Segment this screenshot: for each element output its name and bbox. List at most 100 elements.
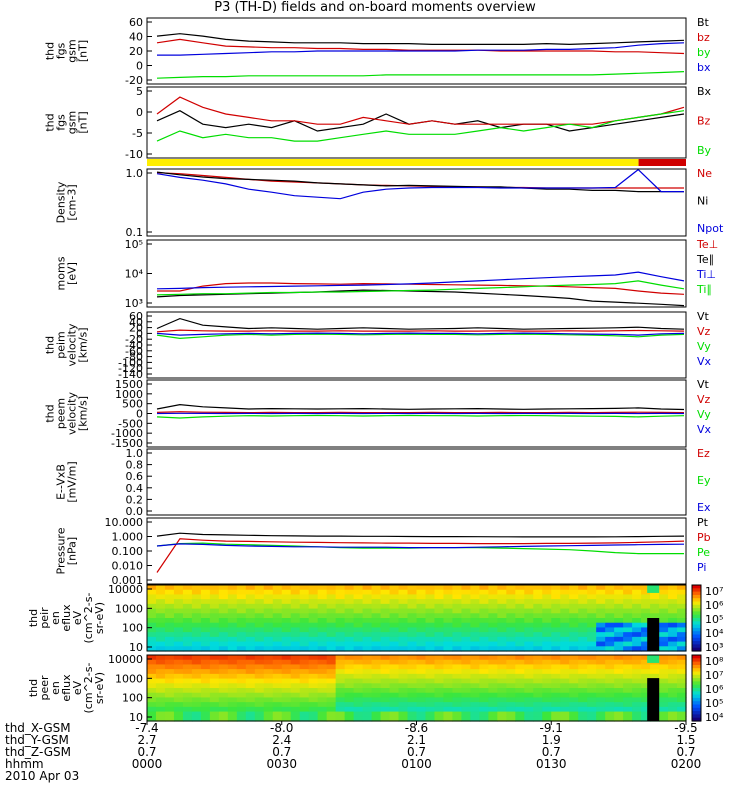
spectrogram-cell: [668, 622, 678, 629]
spectrogram-cell: [299, 673, 310, 680]
spectrogram-cell: [209, 669, 220, 675]
spectrogram-cell: [326, 608, 337, 614]
spectrogram-cell: [362, 673, 373, 680]
spectrogram-cell: [173, 632, 184, 638]
spectrogram-cell: [173, 618, 184, 624]
spectrogram-cell: [470, 659, 480, 666]
spectrogram-cell: [425, 594, 436, 600]
spectrogram-cell: [407, 669, 418, 675]
spectrogram-cell: [281, 641, 292, 647]
spectrogram-cell: [389, 613, 400, 619]
spectrogram-cell: [209, 585, 220, 591]
spectrogram-cell: [326, 641, 337, 647]
spectrogram-cell: [497, 659, 507, 666]
spectrogram-cell: [677, 599, 687, 605]
colorbar-segment: [692, 701, 701, 706]
spectrogram-cell: [326, 659, 337, 666]
spectrogram-cell: [569, 716, 579, 722]
spectrogram-cell: [560, 632, 570, 638]
spectrogram-cell: [677, 673, 687, 680]
spectrogram-cell: [470, 613, 480, 619]
spectrogram-cell: [299, 646, 310, 652]
spectrogram-cell: [389, 622, 400, 629]
spectrogram-cell: [380, 702, 391, 708]
spectrogram-cell: [452, 655, 463, 661]
spectrogram-cell: [173, 622, 184, 629]
spectrogram-cell: [209, 692, 220, 699]
spectrogram-cell: [147, 641, 157, 647]
spectrogram-cell: [578, 683, 588, 689]
spectrogram-cell: [533, 702, 543, 708]
spectrogram-cell: [551, 664, 561, 670]
y-tick-label: -1000: [111, 427, 143, 440]
spectrogram-cell: [173, 678, 184, 684]
spectrogram-cell: [182, 594, 193, 600]
spectrogram-cell: [335, 678, 346, 684]
spectrogram-cell: [308, 683, 319, 689]
spectrogram-cell: [263, 632, 274, 638]
spectrogram-cell: [488, 702, 498, 708]
legend-label-pt: Pt: [697, 516, 709, 529]
spectrogram-cell: [344, 636, 355, 643]
spectrogram-cell: [209, 618, 220, 624]
spectrogram-cell: [560, 589, 570, 596]
spectrogram-cell: [407, 688, 418, 694]
spectrogram-cell: [281, 618, 292, 624]
spectrogram-cell: [434, 659, 445, 666]
spectrogram-cell: [254, 659, 265, 666]
spectrogram-cell: [551, 688, 561, 694]
spectrogram-cell: [218, 697, 229, 703]
spectrogram-cell: [560, 613, 570, 619]
spectrogram-cell: [218, 711, 229, 717]
spectrogram-cell: [434, 683, 445, 689]
spectrogram-cell: [254, 673, 265, 680]
y-tick-label: -1500: [111, 437, 143, 450]
spectrogram-cell: [335, 692, 346, 699]
spectrogram-cell: [632, 716, 642, 722]
spectrogram-cell: [587, 697, 597, 703]
spectrogram-cell: [155, 716, 166, 722]
spectrogram-cell: [281, 702, 292, 708]
spectrogram-cell: [443, 669, 454, 675]
spectrogram-cell: [218, 594, 229, 600]
spectrogram-cell: [362, 716, 373, 722]
spectrogram-cell: [362, 655, 373, 661]
spectrogram-cell: [147, 678, 157, 684]
spectrogram-cell: [236, 636, 247, 643]
spectrogram-cell: [443, 673, 454, 680]
spectrogram-cell: [659, 697, 669, 703]
spectrogram-cell: [596, 641, 606, 647]
spectrogram-cell: [434, 618, 445, 624]
spectrogram-cell: [596, 585, 606, 591]
spectrogram-cell: [560, 618, 570, 624]
colorbar-tick-label: 10⁶: [705, 599, 724, 612]
spectrogram-cell: [164, 697, 175, 703]
y-axis-label: eV: [71, 610, 84, 625]
spectrogram-cell: [650, 608, 660, 614]
y-tick-label: 0: [136, 106, 143, 119]
spectrogram-cell: [560, 636, 570, 643]
spectrogram-cell: [560, 664, 570, 670]
spectrogram-cell: [245, 664, 256, 670]
spectrogram-cell: [659, 688, 669, 694]
spectrogram-cell: [425, 659, 436, 666]
spectrogram-cell: [173, 641, 184, 647]
spectrogram-cell: [389, 711, 400, 717]
spectrogram-cell: [560, 673, 570, 680]
spectrogram-cell: [308, 622, 319, 629]
y-tick-label: 20: [129, 45, 143, 58]
spectrogram-cell: [569, 664, 579, 670]
spectrogram-cell: [335, 603, 346, 610]
spectrogram-cell: [380, 678, 391, 684]
spectrogram-cell: [569, 669, 579, 675]
spectrogram-cell: [497, 688, 507, 694]
spectrogram-cell: [191, 599, 202, 605]
spectrogram-cell: [452, 706, 463, 713]
y-axis-label: (cm^2-s-: [82, 593, 95, 644]
spectrogram-cell: [272, 622, 283, 629]
spectrogram-cell: [281, 697, 292, 703]
legend-label-ez: Ez: [697, 447, 710, 460]
series-line-vz: [156, 329, 685, 333]
spectrogram-cell: [209, 673, 220, 680]
spectrogram-cell: [497, 627, 507, 633]
